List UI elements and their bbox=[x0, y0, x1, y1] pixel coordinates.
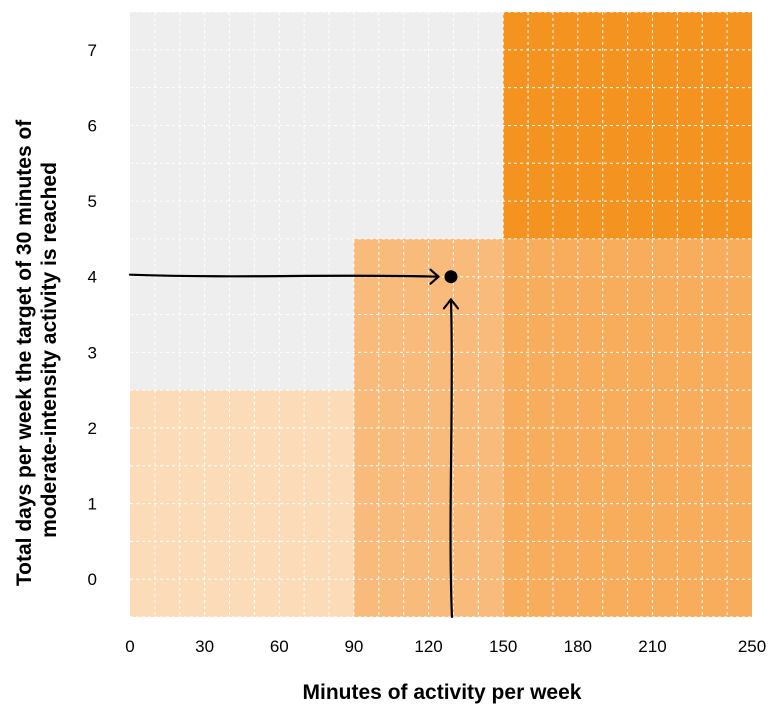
highlight-point bbox=[444, 270, 458, 284]
y-tick-label: 2 bbox=[88, 419, 97, 438]
horizontal-arrow-line bbox=[128, 273, 440, 278]
x-axis-ticks: 0 30 60 90 120 150 180 210 250 bbox=[125, 637, 766, 656]
x-tick-label: 90 bbox=[344, 637, 363, 656]
x-tick-label: 60 bbox=[270, 637, 289, 656]
y-tick-label: 4 bbox=[88, 268, 97, 287]
x-tick-label: 150 bbox=[489, 637, 517, 656]
vertical-arrow-head bbox=[442, 298, 460, 310]
y-tick-label: 3 bbox=[88, 343, 97, 362]
gridlines bbox=[130, 11, 752, 618]
x-tick-label: 210 bbox=[638, 637, 666, 656]
y-axis-title: Total days per week the target of 30 min… bbox=[13, 114, 61, 586]
annotation-arrows bbox=[128, 268, 460, 619]
y-tick-label: 5 bbox=[88, 192, 97, 211]
y-tick-label: 0 bbox=[88, 570, 97, 589]
x-tick-label: 0 bbox=[125, 637, 134, 656]
vertical-arrow-line bbox=[449, 298, 454, 619]
region-0 bbox=[130, 390, 354, 617]
y-axis-title-line-2: moderate-intensity activity is reached bbox=[38, 162, 61, 538]
x-axis-title: Minutes of activity per week bbox=[303, 681, 582, 704]
x-tick-label: 180 bbox=[564, 637, 592, 656]
y-tick-label: 1 bbox=[88, 495, 97, 514]
y-axis-title-line-1: Total days per week the target of 30 min… bbox=[13, 119, 36, 586]
x-tick-label: 120 bbox=[414, 637, 442, 656]
x-tick-label: 30 bbox=[195, 637, 214, 656]
y-axis-ticks: 0 1 2 3 4 5 6 7 bbox=[88, 41, 97, 589]
horizontal-arrow-head bbox=[429, 268, 440, 285]
x-tick-label: 250 bbox=[738, 637, 766, 656]
y-tick-label: 7 bbox=[88, 41, 97, 60]
y-tick-label: 6 bbox=[88, 116, 97, 135]
